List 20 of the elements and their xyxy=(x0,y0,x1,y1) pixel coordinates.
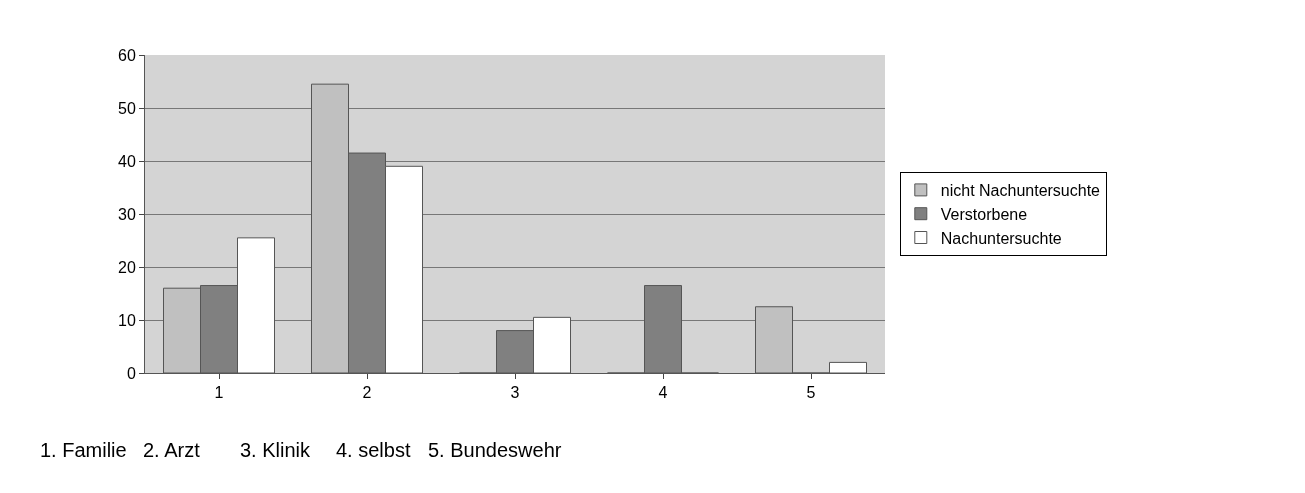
y-tick-label: 40 xyxy=(118,152,136,170)
x-tick-label: 5 xyxy=(806,384,816,402)
text: 1. Familie xyxy=(40,439,127,461)
y-tick-label: 60 xyxy=(118,46,136,64)
y-tick-label: 10 xyxy=(118,311,136,329)
y-tick-label: 0 xyxy=(126,364,136,382)
x-tick-label: 3 xyxy=(510,384,520,402)
legend-label: nicht Nachuntersuchte xyxy=(940,182,1101,200)
text: 4. selbst xyxy=(336,439,411,461)
x-tick-label: 1 xyxy=(214,384,224,402)
y-tick-label: 50 xyxy=(118,99,136,117)
y-tick-label: 20 xyxy=(118,258,136,276)
x-tick-label: 4 xyxy=(658,384,668,402)
text: 2. Arzt xyxy=(143,439,201,461)
legend-label: Nachuntersuchte xyxy=(940,229,1062,247)
legend-label: Verstorbene xyxy=(940,205,1028,223)
text: 5. Bundeswehr xyxy=(428,439,562,461)
y-tick-label: 30 xyxy=(118,205,136,223)
text: 3. Klinik xyxy=(240,439,312,461)
x-tick-label: 2 xyxy=(362,384,372,402)
